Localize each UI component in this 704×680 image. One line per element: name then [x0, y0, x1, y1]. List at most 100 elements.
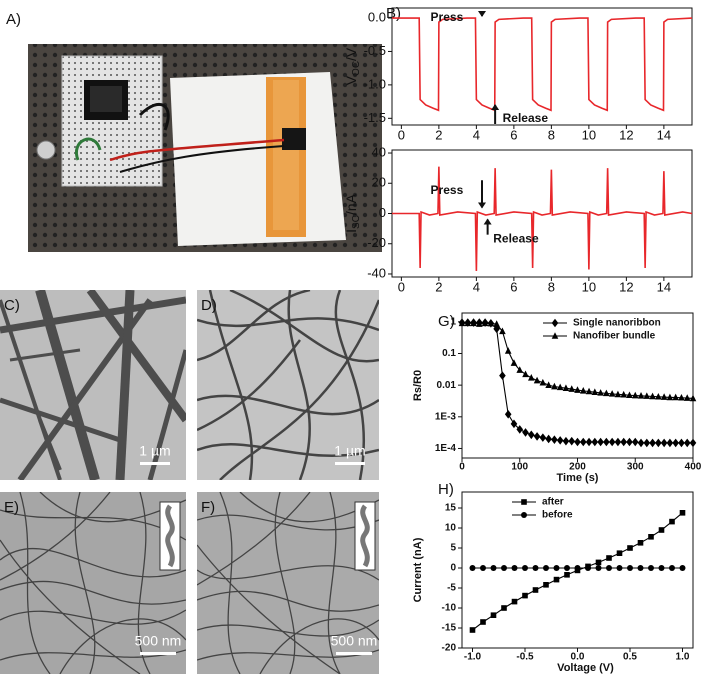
x-tick-label: 6 — [510, 127, 517, 142]
marker — [683, 438, 691, 448]
tem-image-f-shape-shape — [197, 514, 379, 531]
photo-shape — [282, 128, 306, 150]
annotation-arrowhead — [483, 218, 492, 225]
annotation-arrowhead — [491, 103, 500, 110]
marker — [564, 565, 570, 571]
marker — [637, 438, 645, 448]
photo-shape — [109, 138, 285, 162]
tem-image-d — [197, 290, 379, 480]
marker — [553, 576, 560, 583]
x-tick-label: 14 — [657, 127, 671, 142]
annotation-arrowhead — [478, 202, 486, 209]
y-axis-label-unit: /nA — [343, 193, 359, 215]
marker — [564, 572, 570, 578]
y-axis-label: Rs/R0 — [412, 370, 424, 401]
tem-image-e-shape — [0, 492, 186, 674]
marker — [616, 550, 623, 556]
marker — [649, 392, 656, 400]
tem-image-f-shape — [197, 492, 379, 674]
marker — [532, 565, 539, 571]
x-tick-label: 10 — [582, 279, 596, 294]
marker — [499, 371, 506, 380]
x-tick-label: -0.5 — [516, 652, 534, 663]
tem-image-e-shape — [0, 492, 186, 674]
tem-image-e-shape — [165, 504, 175, 568]
scale-bar-label: 1 µm — [334, 443, 365, 459]
photo-shape — [170, 72, 346, 246]
marker — [528, 374, 535, 381]
marker — [666, 438, 674, 448]
plot-frame — [391, 7, 693, 126]
y-axis-label-sub: SC — [351, 215, 362, 229]
tem-image-d-shape-shape — [197, 339, 301, 432]
marker — [469, 627, 476, 633]
x-tick-label: -1.0 — [464, 652, 482, 663]
marker — [689, 438, 697, 448]
y-tick-label: 0.1 — [442, 348, 456, 359]
marker — [643, 438, 651, 448]
tem-image-f-shape — [336, 652, 372, 655]
tem-image-f-shape-shape — [197, 619, 379, 637]
marker — [678, 438, 685, 448]
y-axis-label-unit: /V — [343, 47, 359, 61]
marker — [533, 432, 541, 441]
scale-bar-label: 500 nm — [135, 633, 182, 649]
legend-label: before — [542, 510, 573, 521]
annotation-arrowhead — [478, 11, 486, 18]
marker — [655, 392, 662, 400]
tem-image-d-shape — [197, 290, 379, 480]
marker — [490, 565, 497, 571]
marker — [669, 518, 675, 525]
marker — [672, 438, 679, 448]
tem-image-e-shape-shape — [0, 539, 141, 674]
y-tick-label: -0.5 — [364, 43, 386, 58]
tem-image-e-shape-shape — [0, 547, 186, 578]
tem-image-d-shape-shape — [287, 290, 311, 480]
y-tick-label: 0 — [450, 563, 456, 574]
x-tick-label: 400 — [685, 462, 702, 473]
marker — [574, 437, 581, 447]
marker — [643, 392, 651, 399]
x-tick-label: 0.5 — [623, 652, 637, 663]
marker — [626, 391, 633, 399]
series-line — [392, 17, 693, 112]
tem-image-c-shape-shape — [0, 397, 121, 443]
tem-image-c-shape-shape — [38, 419, 62, 471]
tem-image-d-shape-shape — [219, 299, 379, 480]
tem-image-f — [197, 492, 379, 674]
x-tick-label: 4 — [473, 279, 480, 294]
x-tick-label: 4 — [473, 127, 480, 142]
y-tick-label: 1E-4 — [435, 443, 457, 454]
x-tick-label: 14 — [657, 279, 671, 294]
x-tick-label: 0 — [398, 279, 405, 294]
marker — [510, 419, 518, 429]
marker — [591, 388, 599, 395]
marker — [539, 378, 547, 386]
tem-image-d-shape-shape — [197, 394, 379, 416]
y-tick-label: -1.5 — [364, 110, 386, 125]
marker — [504, 410, 512, 419]
y-tick-label: -20 — [442, 643, 457, 654]
panel-label: A) — [6, 11, 21, 28]
tem-image-d-shape-shape — [197, 442, 379, 458]
scale-bar-label: 1 µm — [139, 443, 170, 459]
tem-image-f-shape-shape — [197, 544, 341, 674]
marker — [672, 393, 679, 401]
tem-image-f-shape-shape — [197, 649, 379, 661]
marker — [522, 370, 529, 378]
marker — [627, 545, 633, 551]
marker — [637, 540, 644, 546]
tem-image-e-shape — [140, 652, 176, 655]
y-tick-label: -40 — [367, 265, 386, 280]
y-tick-label: 1E-3 — [435, 411, 457, 422]
panel-label: F) — [201, 499, 215, 516]
marker — [532, 587, 539, 593]
x-tick-label: 100 — [511, 462, 528, 473]
y-tick-label: -15 — [442, 623, 457, 634]
marker — [511, 565, 518, 571]
y-tick-label: 1 — [450, 316, 456, 327]
scale-bar-label: 500 nm — [331, 633, 378, 649]
series-line — [392, 166, 693, 271]
y-tick-label: -10 — [442, 603, 457, 614]
